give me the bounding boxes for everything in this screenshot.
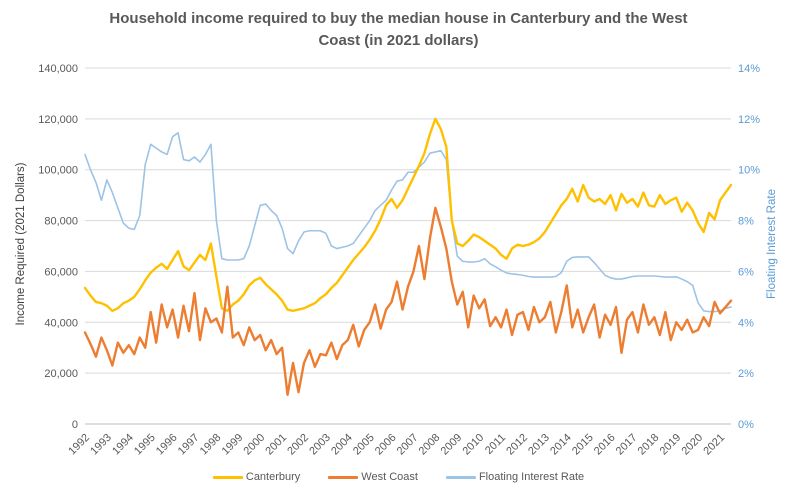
x-axis-tick-label: 2013 — [526, 432, 552, 458]
legend: Canterbury West Coast Floating Interest … — [0, 471, 797, 483]
left-axis-tick-label: 80,000 — [44, 216, 78, 228]
legend-label: Canterbury — [245, 471, 301, 483]
x-axis-tick-label: 1993 — [88, 432, 114, 458]
x-axis-tick-label: 2009 — [439, 432, 465, 458]
x-axis-tick-label: 2004 — [329, 432, 355, 458]
x-axis-tick-label: 2012 — [504, 432, 530, 458]
x-axis-tick-label: 2005 — [351, 432, 377, 458]
left-axis-tick-label: 120,000 — [38, 114, 78, 126]
left-axis-tick-label: 140,000 — [38, 63, 78, 75]
x-axis-tick-label: 1996 — [154, 432, 180, 458]
west-coast-line-swatch-icon — [328, 475, 359, 479]
x-axis-tick-label: 2006 — [373, 432, 399, 458]
left-axis-tick-label: 100,000 — [38, 165, 78, 177]
right-axis-tick-label: 6% — [738, 266, 754, 278]
x-axis-tick-label: 2015 — [570, 432, 596, 458]
x-axis-tick-label: 2008 — [417, 432, 443, 458]
left-axis-tick-label: 0 — [72, 419, 78, 431]
right-axis-tick-label: 12% — [738, 114, 760, 126]
x-axis-tick-label: 2010 — [460, 432, 486, 458]
x-axis-tick-label: 2007 — [395, 432, 421, 458]
legend-item-floating-interest-rate: Floating Interest Rate — [445, 471, 585, 483]
left-axis-tick-label: 60,000 — [44, 266, 78, 278]
legend-label: Floating Interest Rate — [478, 471, 585, 483]
x-axis-tick-label: 2014 — [548, 432, 574, 458]
x-axis-tick-label: 1999 — [220, 432, 246, 458]
x-axis-tick-label: 1997 — [176, 432, 202, 458]
series-line-west-coast — [83, 206, 733, 396]
x-axis-tick-label: 2018 — [636, 432, 662, 458]
right-axis-tick-label: 14% — [738, 63, 760, 75]
left-axis-title: Income Required (2021 Dollars) — [15, 162, 27, 326]
series-line-canterbury — [83, 117, 733, 313]
x-axis-tick-label: 1992 — [66, 432, 92, 458]
legend-label: West Coast — [361, 471, 418, 483]
x-axis-tick-label: 1998 — [198, 432, 224, 458]
canterbury-line-swatch-icon — [212, 475, 243, 479]
x-axis-tick-label: 2000 — [242, 432, 268, 458]
left-axis-tick-label: 40,000 — [44, 317, 78, 329]
right-axis-tick-label: 10% — [738, 165, 760, 177]
x-axis-tick-label: 2003 — [307, 432, 333, 458]
series-line-floating-interest-rate — [84, 132, 732, 313]
right-axis-title: Floating Interest Rate — [766, 189, 778, 299]
x-axis-tick-label: 1995 — [132, 432, 158, 458]
right-axis-tick-label: 0% — [738, 419, 754, 431]
x-axis-tick-label: 2001 — [263, 432, 289, 458]
right-axis-tick-label: 8% — [738, 216, 754, 228]
x-axis-tick-label: 2011 — [483, 432, 508, 457]
x-axis-tick-label: 2017 — [614, 432, 640, 458]
x-axis-tick-label: 2002 — [285, 432, 311, 458]
legend-item-west-coast: West Coast — [328, 471, 418, 483]
x-axis-tick-label: 1994 — [110, 432, 136, 458]
right-axis-tick-label: 2% — [738, 368, 754, 380]
x-axis-tick-label: 2019 — [658, 432, 684, 458]
floating-interest-rate-line-swatch-icon — [445, 475, 476, 479]
legend-item-canterbury: Canterbury — [212, 471, 301, 483]
left-axis-tick-label: 20,000 — [44, 368, 78, 380]
x-axis-tick-label: 2021 — [701, 432, 727, 458]
right-axis-tick-label: 4% — [738, 317, 754, 329]
chart-title: Household income required to buy the med… — [109, 10, 688, 49]
x-axis-tick-label: 2016 — [592, 432, 618, 458]
x-axis-tick-label: 2020 — [679, 432, 705, 458]
